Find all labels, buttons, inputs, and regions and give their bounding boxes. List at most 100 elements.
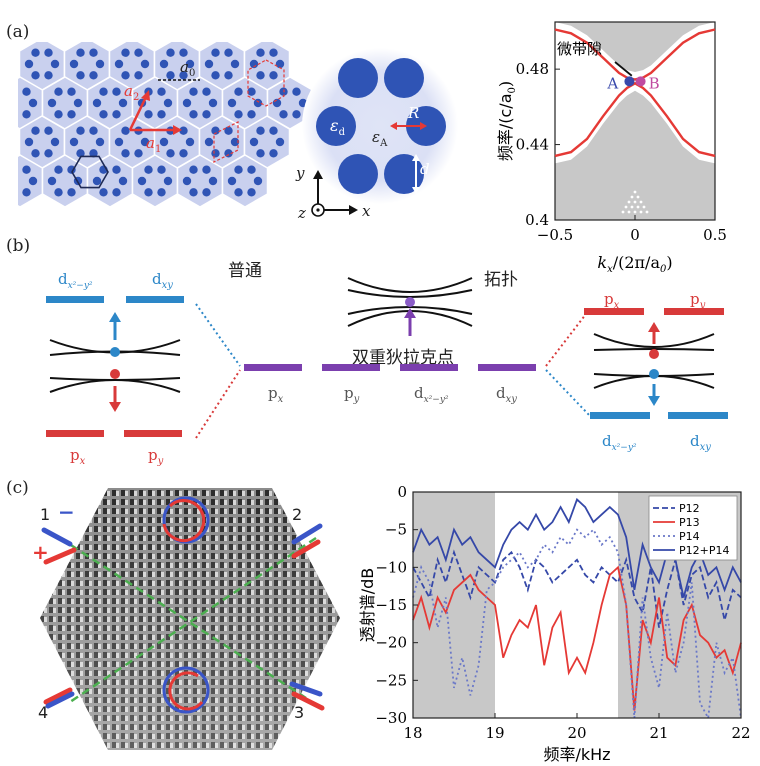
lattice-rod — [166, 48, 175, 57]
point-B — [635, 76, 646, 87]
lattice-rod — [185, 137, 195, 147]
lattice-rod — [211, 48, 220, 57]
lattice-rod — [256, 149, 265, 158]
hexagon-outline — [71, 155, 109, 189]
y-tick-label: 0.48 — [516, 60, 549, 78]
lattice-rod — [54, 110, 63, 119]
lattice-rod — [204, 59, 214, 69]
state-p-right — [649, 349, 659, 359]
lattice-rod — [121, 149, 130, 158]
lattice-constant-label: a0 — [180, 58, 196, 79]
lattice-rod — [234, 110, 243, 119]
unit-cell-outline — [213, 121, 239, 163]
lattice-rod — [179, 71, 188, 80]
lattice-rod — [54, 87, 63, 96]
bulk-band-upper — [555, 22, 715, 72]
panel-a-label: (a) — [6, 22, 30, 42]
lattice-rod — [118, 98, 128, 108]
lattice-rod — [44, 126, 53, 135]
lattice-rod — [256, 71, 265, 80]
series-p12-p14 — [412, 497, 742, 598]
cone-line — [347, 277, 473, 293]
lattice-rod — [179, 126, 188, 135]
double-dirac-label: 双重狄拉克点 — [352, 348, 454, 368]
orbital-dxy-mid: dxy — [496, 384, 517, 405]
lattice-rod — [28, 98, 38, 108]
lattice-rod — [121, 71, 130, 80]
band-curve-1 — [554, 81, 716, 158]
plus-sign: + — [32, 540, 49, 564]
lattice-rod — [224, 71, 233, 80]
y-tick-label: 0.4 — [525, 211, 549, 229]
lattice-rod — [134, 71, 143, 80]
lattice-rod — [211, 149, 220, 158]
lattice-rod — [76, 71, 85, 80]
axis-x-label: x — [362, 202, 371, 220]
radius-label: R — [408, 104, 420, 122]
coordinate-axes — [311, 170, 358, 217]
lattice-rod — [269, 48, 278, 57]
lattice-rod — [28, 176, 38, 186]
arrow-down-left-head — [109, 402, 121, 412]
lattice-rod — [292, 110, 301, 119]
lattice-rod — [44, 48, 53, 57]
lattice-rod — [95, 137, 105, 147]
lattice-rod — [69, 59, 79, 69]
lattice-rod — [50, 59, 60, 69]
bulk-dot — [636, 205, 640, 209]
level-dx2y2-right — [590, 412, 650, 419]
panel-b-label: (b) — [6, 236, 31, 256]
lattice-rod — [92, 98, 102, 108]
y-tick-label: −20 — [375, 634, 407, 652]
lattice-rod — [95, 59, 105, 69]
minus-sign: − — [58, 500, 75, 524]
y-tick-label: 0 — [397, 483, 407, 501]
orbital-dx2y2-mid: dx²−y² — [414, 384, 449, 405]
lattice-rod — [22, 87, 31, 96]
lattice-rod — [54, 188, 63, 197]
lattice-rod — [275, 137, 285, 147]
lattice-rod — [67, 110, 76, 119]
lattice-rod — [208, 98, 218, 108]
lattice-rod — [182, 98, 192, 108]
axis-y-label: y — [296, 164, 305, 182]
bulk-dot — [627, 200, 631, 204]
orbital-px-right: px — [604, 290, 620, 311]
lattice-rod — [134, 48, 143, 57]
orbital-py-mid: py — [344, 384, 360, 405]
lattice-rod — [157, 87, 166, 96]
bulk-band-lower — [555, 90, 715, 220]
bulk-dot — [639, 210, 643, 214]
lattice-rod — [202, 110, 211, 119]
port-2-label: 2 — [292, 505, 303, 524]
x-tick-label: 19 — [485, 724, 504, 742]
series-p13 — [412, 565, 742, 711]
lattice-rod — [272, 98, 282, 108]
bulk-dot — [627, 210, 631, 214]
orbital-py-left: py — [148, 446, 164, 467]
lattice-rod — [269, 71, 278, 80]
lattice-rod — [279, 110, 288, 119]
legend-label: P12 — [679, 502, 700, 515]
level-dxy-left — [126, 296, 184, 303]
band-line — [593, 333, 715, 348]
bulk-dot — [621, 210, 625, 214]
arrow-down-right-head — [648, 396, 660, 406]
epsilon-A-label: εA — [372, 128, 388, 149]
lattice-rod — [76, 126, 85, 135]
point-B-label: B — [649, 74, 660, 92]
lattice-rod — [227, 98, 237, 108]
level-dxy-right — [668, 412, 728, 419]
y-tick-label: −5 — [385, 521, 407, 539]
lattice-rod — [24, 137, 34, 147]
lattice-rod — [112, 165, 121, 174]
trivial-label: 普通 — [228, 261, 262, 281]
legend-label: P14 — [679, 530, 700, 543]
x-tick-label: 18 — [403, 724, 422, 742]
lattice-rod — [247, 87, 256, 96]
x-tick-label: 21 — [649, 724, 668, 742]
lattice-rod — [227, 176, 237, 186]
y-tick-label: −15 — [375, 596, 407, 614]
lattice-rod — [140, 59, 150, 69]
y-tick-label: 0.44 — [516, 136, 549, 154]
